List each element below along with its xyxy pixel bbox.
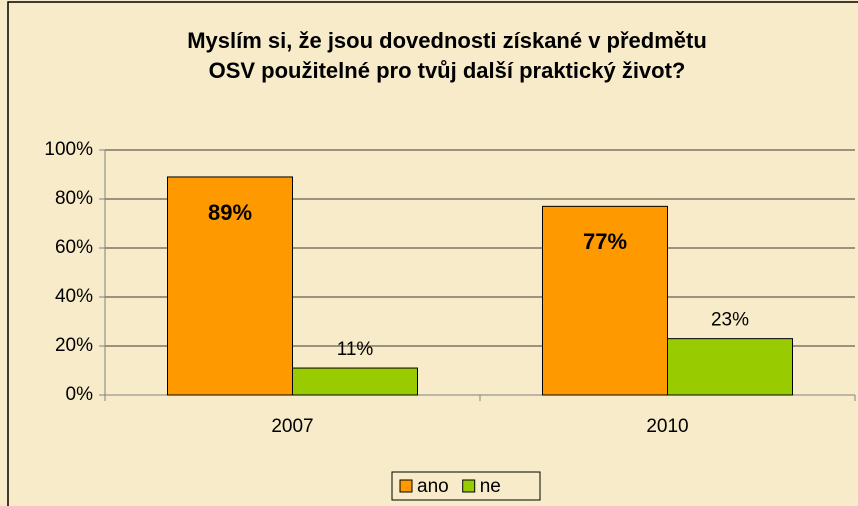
x-tick-label: 2007 <box>271 416 313 437</box>
y-tick-label: 80% <box>55 188 93 209</box>
legend-label: ano <box>417 476 449 497</box>
legend-swatch <box>462 479 476 493</box>
legend-box <box>391 471 541 501</box>
data-label: 23% <box>711 310 749 331</box>
y-tick-label: 100% <box>44 139 93 160</box>
legend-label: ne <box>480 476 501 497</box>
legend-swatch <box>399 479 413 493</box>
data-label: 77% <box>583 229 627 254</box>
y-tick-label: 60% <box>55 237 93 258</box>
y-tick-label: 20% <box>55 335 93 356</box>
y-tick-label: 40% <box>55 286 93 307</box>
bar <box>542 205 668 396</box>
data-label: 11% <box>337 339 374 360</box>
data-label: 89% <box>208 200 252 225</box>
bar <box>667 338 793 396</box>
chart-title: OSV použitelné pro tvůj další praktický … <box>209 58 686 83</box>
x-tick-label: 2010 <box>646 416 688 437</box>
bar <box>167 176 293 396</box>
frame <box>7 1 858 506</box>
chart-title: Myslím si, že jsou dovednosti získané v … <box>187 28 707 53</box>
y-tick-label: 0% <box>66 384 94 405</box>
bar <box>292 367 418 396</box>
